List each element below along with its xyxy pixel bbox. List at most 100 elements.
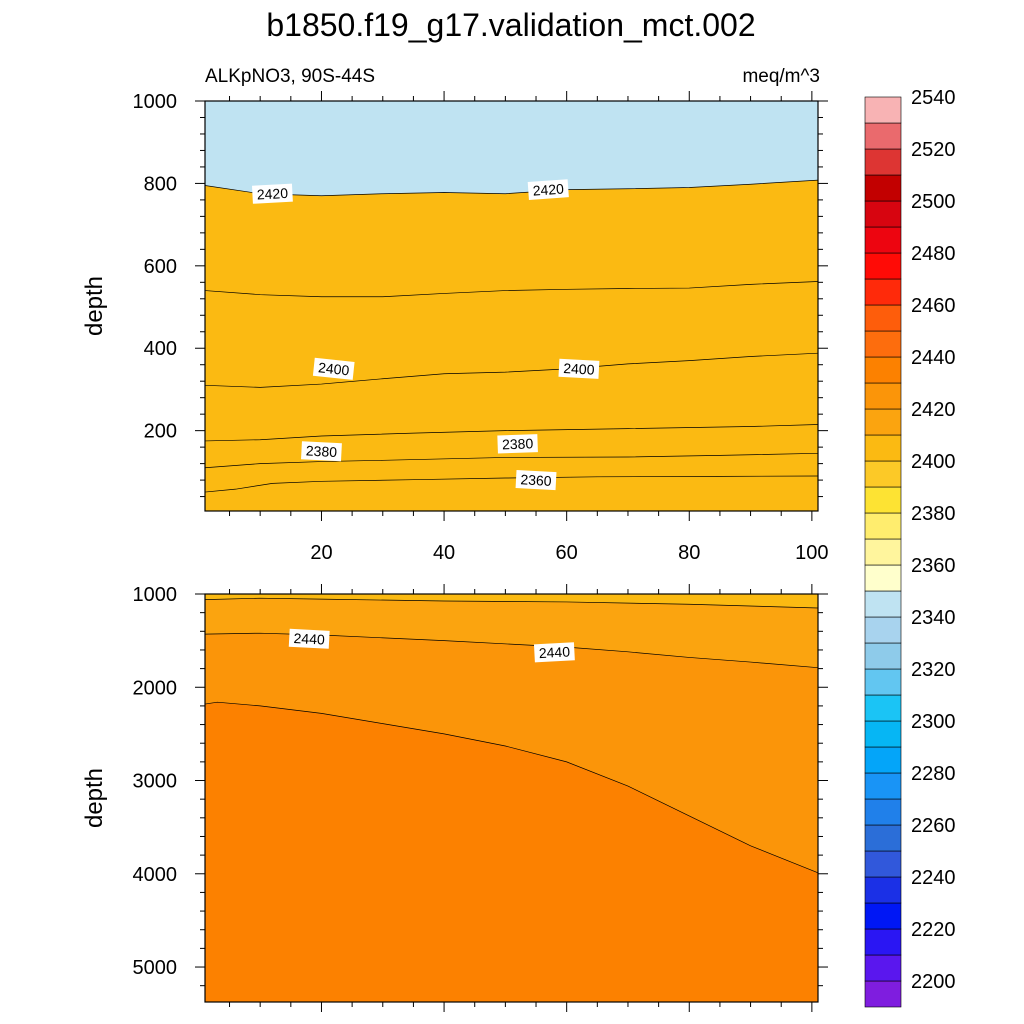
units-label: meq/m^3 xyxy=(742,66,820,87)
colorbar-label: 2400 xyxy=(911,451,956,473)
colorbar-label: 2380 xyxy=(911,503,956,525)
colorbar-swatch xyxy=(864,928,902,956)
colorbar-label: 2200 xyxy=(911,971,956,993)
contour-band-2420 xyxy=(205,180,818,511)
contour-label: 2400 xyxy=(558,358,600,379)
contour-line-2380 xyxy=(204,424,819,442)
contour-label-box xyxy=(558,358,600,379)
x-tick-label: 20 xyxy=(310,542,332,564)
y-tick-label: 200 xyxy=(144,421,177,443)
contour-label: 2400 xyxy=(312,357,355,380)
colorbar-swatch xyxy=(864,746,902,774)
upper-depth-panel: 2360 2380 2380 2400 2400 2420 2420 200 400 600 800… xyxy=(81,91,829,564)
contour-label-box xyxy=(527,179,569,200)
colorbar-label: 2420 xyxy=(911,399,956,421)
y-tick-label: 600 xyxy=(144,256,177,278)
colorbar-swatch xyxy=(864,668,902,696)
colorbar-swatch xyxy=(864,642,902,670)
contour-band-2450 xyxy=(205,702,818,1002)
y-tick-label: 1000 xyxy=(133,584,178,606)
colorbar-swatch xyxy=(864,694,902,722)
colorbar-label: 2520 xyxy=(911,139,956,161)
colorbar-swatch xyxy=(864,980,902,1008)
y-tick-label: 800 xyxy=(144,173,177,195)
colorbar-swatch xyxy=(864,200,902,228)
variable-region-label: ALKpNO3, 90S-44S xyxy=(205,66,375,87)
contour-line-2450 xyxy=(204,701,819,874)
x-tick-label: 40 xyxy=(433,542,455,564)
lower-depth-panel: 2440 2440 1000 2000 3000 4000 5000 depth xyxy=(81,584,828,1012)
y-axis-title: depth xyxy=(81,768,108,828)
contour-label: 2440 xyxy=(288,628,330,649)
colorbar-label: 2220 xyxy=(911,919,956,941)
y-tick-label: 3000 xyxy=(133,771,178,793)
colorbar-swatch xyxy=(864,252,902,280)
y-tick-label: 400 xyxy=(144,338,177,360)
colorbar-swatch xyxy=(864,850,902,878)
colorbar-swatch xyxy=(864,356,902,384)
colorbar-swatch xyxy=(864,122,902,150)
colorbar-label: 2460 xyxy=(911,295,956,317)
colorbar-swatch xyxy=(864,902,902,930)
colorbar-swatch xyxy=(864,538,902,566)
contour-line-2400 xyxy=(204,281,819,298)
y-tick-label: 1000 xyxy=(133,91,178,113)
y-tick-label: 2000 xyxy=(133,677,178,699)
colorbar-label: 2440 xyxy=(911,347,956,369)
colorbar-label: 2260 xyxy=(911,815,956,837)
x-tick-label: 60 xyxy=(556,542,578,564)
contour-label-box xyxy=(312,357,355,380)
contour-label-text: 2440 xyxy=(538,643,570,661)
colorbar-label: 2240 xyxy=(911,867,956,889)
figure-title: b1850.f19_g17.validation_mct.002 xyxy=(266,7,755,43)
contour-label-box xyxy=(301,441,342,462)
contour-line-2370 xyxy=(204,452,819,469)
colorbar-swatch xyxy=(864,278,902,306)
colorbar: 2200 2220 2240 2260 2280 2300 2320 2340 2360 2380… xyxy=(864,87,956,1008)
contour-label: 2440 xyxy=(533,642,575,663)
colorbar-label: 2540 xyxy=(911,87,956,109)
contour-label-text: 2360 xyxy=(520,471,552,489)
colorbar-label: 2340 xyxy=(911,607,956,629)
colorbar-swatch xyxy=(864,824,902,852)
plot-frame xyxy=(204,100,819,512)
colorbar-label: 2320 xyxy=(911,659,956,681)
contour-label-box xyxy=(533,642,575,663)
contour-label-text: 2380 xyxy=(502,435,534,452)
contour-label: 2360 xyxy=(515,470,557,491)
contour-label-box xyxy=(497,434,538,454)
colorbar-label: 2480 xyxy=(911,243,956,265)
contour-label: 2380 xyxy=(301,441,342,462)
colorbar-swatch xyxy=(864,408,902,436)
colorbar-swatch xyxy=(864,954,902,982)
y-tick-label: 4000 xyxy=(133,864,178,886)
contour-label-text: 2380 xyxy=(305,442,337,460)
contour-label: 2420 xyxy=(251,183,293,204)
y-axis-title: depth xyxy=(81,276,108,336)
colorbar-swatch xyxy=(864,590,902,618)
contour-label: 2420 xyxy=(527,179,569,200)
colorbar-swatch xyxy=(864,304,902,332)
contour-line-2360 xyxy=(204,475,819,493)
colorbar-swatch xyxy=(864,434,902,462)
colorbar-swatch xyxy=(864,616,902,644)
contour-label-text: 2440 xyxy=(293,630,325,648)
colorbar-swatch xyxy=(864,798,902,826)
contour-line-2430 xyxy=(204,597,819,609)
contour-line-2420 xyxy=(204,179,819,197)
colorbar-swatch xyxy=(864,460,902,488)
colorbar-swatch xyxy=(864,330,902,358)
colorbar-swatch xyxy=(864,772,902,800)
colorbar-label: 2500 xyxy=(911,191,956,213)
y-tick-label: 5000 xyxy=(133,957,178,979)
colorbar-swatch xyxy=(864,486,902,514)
contour-label-box xyxy=(515,470,557,491)
colorbar-label: 2280 xyxy=(911,763,956,785)
contour-label: 2380 xyxy=(497,434,538,454)
colorbar-swatch xyxy=(864,720,902,748)
plot-frame xyxy=(204,593,819,1003)
colorbar-label: 2300 xyxy=(911,711,956,733)
colorbar-swatch xyxy=(864,96,902,124)
colorbar-swatch xyxy=(864,148,902,176)
